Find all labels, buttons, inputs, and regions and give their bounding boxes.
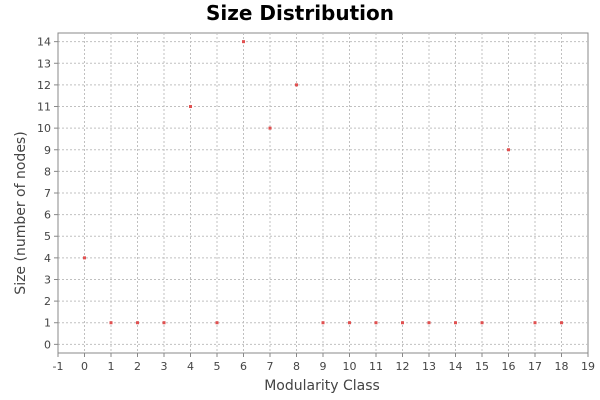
y-axis-label: Size (number of nodes) — [13, 131, 29, 294]
y-tick-label: 6 — [44, 209, 51, 222]
data-point — [189, 105, 192, 109]
y-tick-label: 3 — [44, 273, 51, 286]
data-point — [268, 126, 272, 130]
y-tick-label: 5 — [44, 230, 51, 243]
x-tick-label: 11 — [369, 360, 383, 373]
x-tick-label: 17 — [528, 360, 542, 373]
chart-title: Size Distribution — [206, 1, 394, 25]
y-tick-label: 14 — [37, 36, 51, 49]
x-tick-label: 9 — [320, 360, 327, 373]
x-axis-ticks: -1 0 1 2 3 4 5 6 7 8 9 10 11 12 13 14 15 16 17 18 19 — [53, 353, 595, 373]
data-point — [136, 321, 139, 325]
data-point — [427, 321, 431, 325]
data-point — [374, 321, 378, 325]
y-tick-label: 2 — [44, 295, 51, 308]
x-tick-label: 15 — [475, 360, 489, 373]
data-point — [109, 321, 113, 325]
x-tick-label: 18 — [555, 360, 569, 373]
y-tick-label: 7 — [44, 187, 51, 200]
y-tick-label: 9 — [44, 144, 51, 157]
y-tick-label: 4 — [44, 252, 51, 265]
x-tick-label: 14 — [449, 360, 463, 373]
x-tick-label: 16 — [502, 360, 516, 373]
y-tick-label: 8 — [44, 165, 51, 178]
x-tick-label: 13 — [422, 360, 436, 373]
data-point — [162, 321, 166, 325]
data-point — [507, 148, 510, 152]
data-point — [242, 40, 245, 44]
data-point — [454, 321, 457, 325]
data-point — [295, 83, 298, 87]
x-tick-label: 1 — [108, 360, 115, 373]
data-point — [401, 321, 404, 325]
x-axis-label: Modularity Class — [264, 378, 380, 394]
data-point — [321, 321, 325, 325]
x-tick-label: 8 — [293, 360, 300, 373]
x-tick-label: 2 — [134, 360, 141, 373]
x-tick-label: 19 — [581, 360, 595, 373]
x-tick-label: 0 — [81, 360, 88, 373]
y-tick-label: 1 — [44, 317, 51, 330]
x-tick-label: 3 — [161, 360, 168, 373]
x-tick-label: 5 — [214, 360, 221, 373]
grid-lines — [58, 33, 588, 353]
x-tick-label: 4 — [187, 360, 194, 373]
data-points — [83, 40, 563, 325]
x-tick-label: 7 — [267, 360, 274, 373]
x-tick-label: -1 — [53, 360, 64, 373]
data-point — [215, 321, 219, 325]
data-point — [83, 256, 86, 260]
y-tick-label: 10 — [37, 122, 51, 135]
y-tick-label: 12 — [37, 79, 51, 92]
data-point — [533, 321, 537, 325]
x-tick-label: 12 — [396, 360, 410, 373]
y-tick-label: 13 — [37, 57, 51, 70]
data-point — [560, 321, 563, 325]
x-tick-label: 10 — [343, 360, 357, 373]
data-point — [348, 321, 351, 325]
x-tick-label: 6 — [240, 360, 247, 373]
data-point — [480, 321, 484, 325]
y-tick-label: 0 — [44, 338, 51, 351]
y-tick-label: 11 — [37, 101, 51, 114]
